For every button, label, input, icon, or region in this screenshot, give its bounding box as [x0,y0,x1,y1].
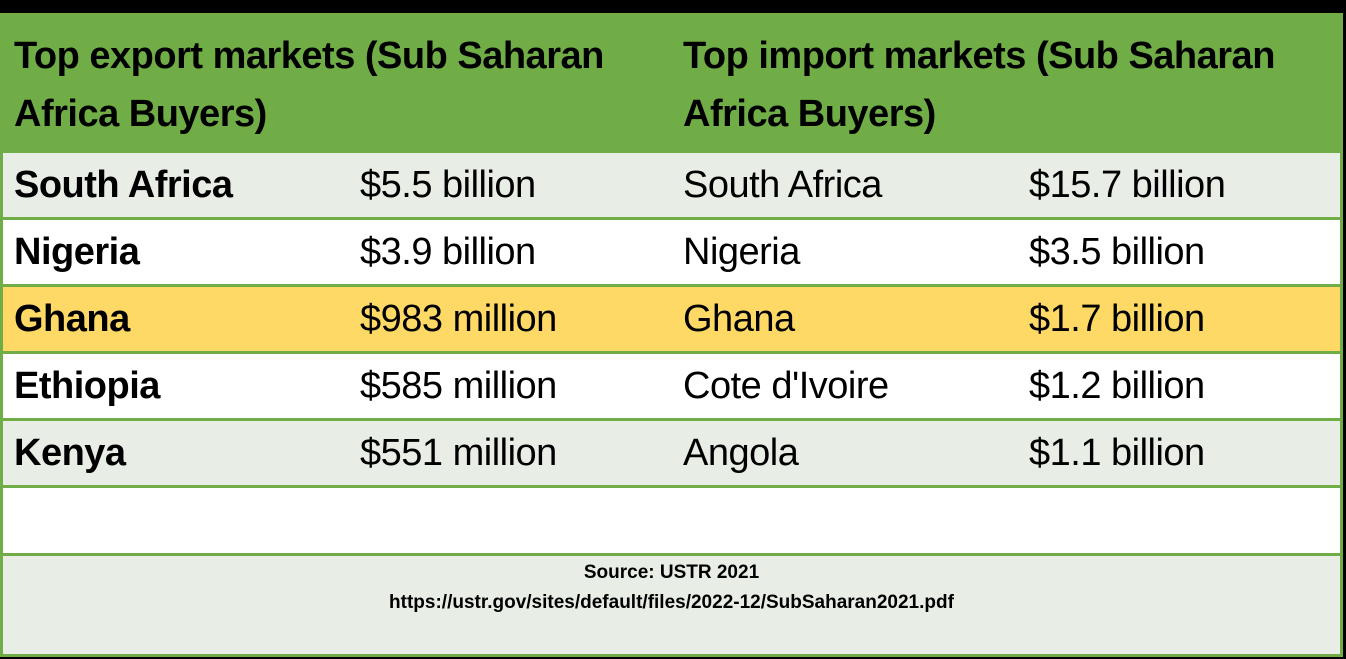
export-country: Ethiopia [14,365,160,407]
export-value: $585 million [360,365,557,407]
import-value: $15.7 billion [1029,164,1226,206]
import-country: South Africa [683,164,882,206]
import-country: Ghana [683,298,795,340]
import-markets-heading: Top import markets (Sub Saharan Africa B… [683,35,1275,135]
table-header: Top export markets (Sub Saharan Africa B… [0,13,1343,152]
import-value: $3.5 billion [1029,231,1205,273]
export-country: South Africa [14,164,233,206]
trade-markets-table: Top export markets (Sub Saharan Africa B… [0,13,1343,657]
table-row: Nigeria $3.9 billion Nigeria $3.5 billio… [3,220,1340,287]
export-value: $983 million [360,298,557,340]
export-country: Kenya [14,432,126,474]
export-markets-heading: Top export markets (Sub Saharan Africa B… [14,35,604,135]
source-label: Source: USTR 2021 [583,562,760,583]
export-value: $3.9 billion [360,231,536,273]
import-country: Angola [683,432,799,474]
export-value: $5.5 billion [360,164,536,206]
export-country: Ghana [14,298,130,340]
table-row: Ethiopia $585 million Cote d'Ivoire $1.2… [3,354,1340,421]
import-value: $1.2 billion [1029,365,1205,407]
table-row: South Africa $5.5 billion South Africa $… [3,153,1340,220]
import-country: Cote d'Ivoire [683,365,889,407]
source-url[interactable]: https://ustr.gov/sites/default/files/202… [389,592,954,613]
export-country: Nigeria [14,231,140,273]
import-value: $1.1 billion [1029,432,1205,474]
import-country: Nigeria [683,231,800,273]
table-row: Kenya $551 million Angola $1.1 billion [3,421,1340,488]
import-value: $1.7 billion [1029,298,1205,340]
table-row-highlighted: Ghana $983 million Ghana $1.7 billion [3,287,1340,354]
source-footer: Source: USTR 2021 https://ustr.gov/sites… [3,556,1340,654]
export-value: $551 million [360,432,557,474]
empty-row [3,488,1340,556]
